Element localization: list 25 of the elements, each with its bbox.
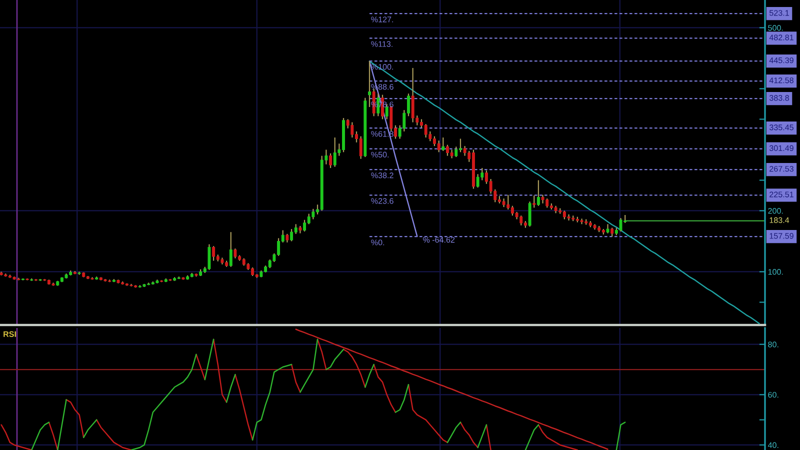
y-tick-label: 500. [768,24,783,31]
annotation: %23.6 [371,198,394,204]
ref-line-label: 523.1 [769,10,789,16]
y-tick-label: 40. [768,442,778,448]
ref-line-label: 445.39 [769,57,794,64]
ref-line-label: 482.81 [769,34,794,40]
annotation: %0. [371,240,384,246]
annotation: %50. [371,152,389,158]
ref-line-label: 335.45 [769,124,794,130]
series-label: % -64.62 [422,236,455,243]
ref-line-label: 383.8 [769,95,789,101]
annotation: %38.2 [371,172,394,178]
y-tick-label: 60. [768,392,778,398]
ref-line-label: 225.51 [770,192,794,198]
ref-line-label: 267.53 [770,166,794,172]
y-tick-label: 80. [768,342,778,348]
ref-line-label: 183.4 [770,217,790,224]
annotation: %113. [371,41,392,47]
chart-title: RSI [4,331,16,337]
annotation: %127. [371,16,393,22]
ref-line-label: 412.58 [769,77,794,84]
ref-line-label: 301.49 [769,145,794,151]
y-tick-label: 200. [768,208,783,214]
y-tick-label: 100. [768,269,783,275]
ref-line-label: 157.59 [770,233,794,239]
